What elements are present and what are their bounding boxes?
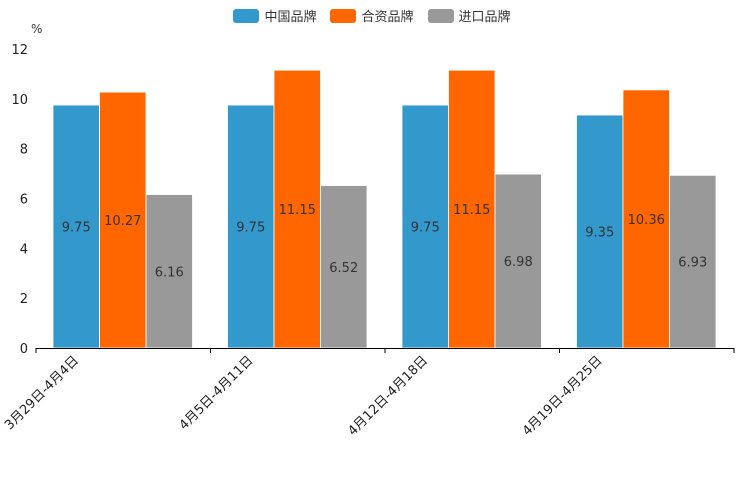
- y-tick-label: 2: [20, 292, 28, 307]
- x-tick-label: 3月29日-4月4日: [2, 353, 82, 433]
- legend-swatch-jv-brand: [330, 8, 357, 23]
- data-label: 6.52: [329, 261, 358, 276]
- x-tick-label: 4月19日-4月25日: [520, 353, 606, 439]
- bar[interactable]: [622, 89, 670, 349]
- y-tick-label: 10: [11, 93, 28, 108]
- bar[interactable]: [494, 173, 542, 349]
- bar[interactable]: [669, 174, 717, 349]
- data-label: 6.98: [504, 255, 533, 270]
- bar[interactable]: [99, 91, 147, 349]
- y-tick-label: 0: [20, 342, 28, 357]
- bar[interactable]: [145, 194, 193, 349]
- y-tick-label: 8: [20, 143, 28, 158]
- bar[interactable]: [273, 69, 321, 349]
- y-axis-unit: %: [31, 22, 43, 36]
- legend-label-import-brand: 进口品牌: [458, 10, 511, 25]
- legend-label-jv-brand: 合资品牌: [361, 10, 414, 25]
- legend-item-import-brand[interactable]: 进口品牌: [427, 6, 511, 25]
- bar[interactable]: [576, 114, 624, 349]
- data-label: 9.75: [62, 221, 91, 236]
- legend-item-jv-brand[interactable]: 合资品牌: [330, 6, 414, 25]
- data-label: 11.15: [279, 203, 316, 218]
- y-tick-label: 12: [11, 43, 28, 58]
- y-tick-label: 4: [20, 242, 28, 257]
- bar[interactable]: [227, 104, 275, 349]
- legend: 中国品牌 合资品牌 进口品牌: [0, 6, 744, 25]
- data-label: 6.93: [678, 256, 707, 271]
- data-label: 10.27: [104, 214, 141, 229]
- data-label: 6.16: [155, 265, 184, 280]
- data-label: 11.15: [453, 203, 490, 218]
- data-label: 9.35: [585, 226, 614, 241]
- x-tick-label: 4月12日-4月18日: [345, 353, 431, 439]
- y-tick-label: 6: [20, 193, 28, 208]
- x-tick-label: 4月5日-4月11日: [177, 353, 257, 433]
- legend-item-china-brand[interactable]: 中国品牌: [233, 6, 316, 25]
- data-label: 9.75: [236, 221, 265, 236]
- legend-swatch-import-brand: [427, 8, 454, 23]
- data-label: 9.75: [411, 221, 440, 236]
- bar[interactable]: [401, 104, 449, 349]
- bar[interactable]: [320, 185, 368, 349]
- data-label: 10.36: [628, 213, 665, 228]
- legend-label-china-brand: 中国品牌: [264, 10, 317, 25]
- legend-swatch-china-brand: [233, 8, 260, 23]
